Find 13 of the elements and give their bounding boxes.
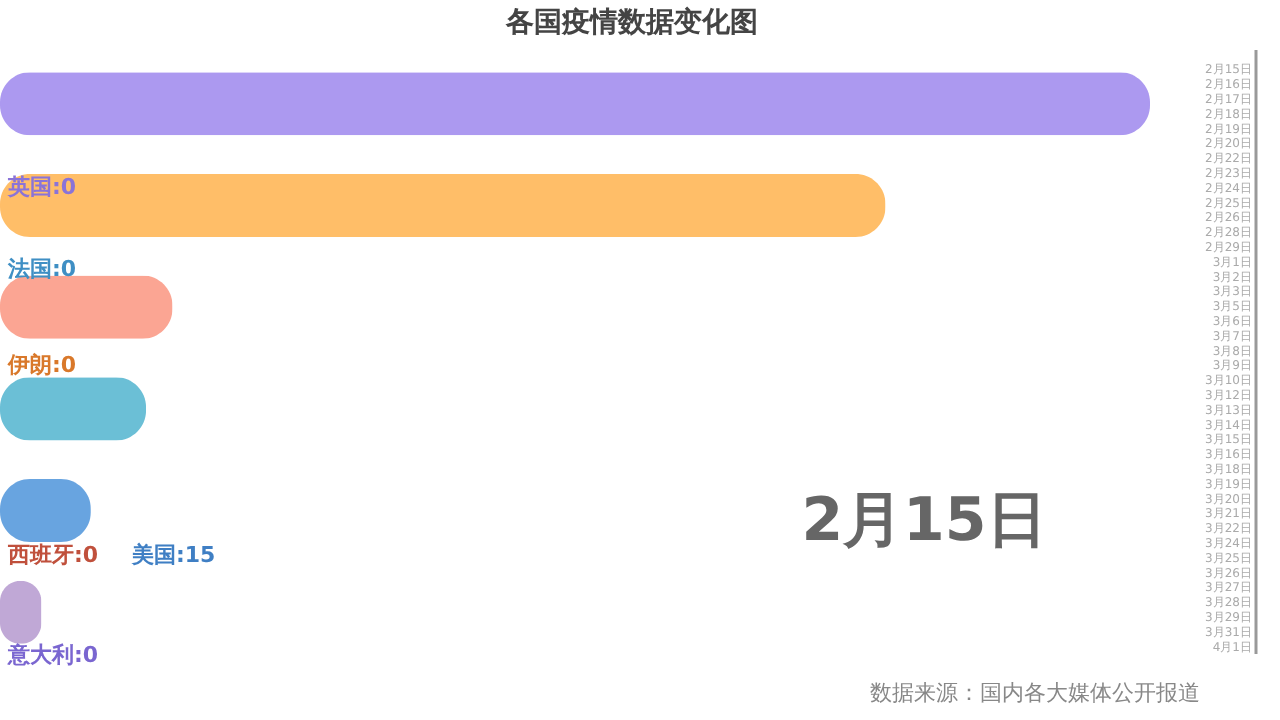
- annotation: 美国:15: [130, 542, 216, 568]
- annotation: 法国:0: [6, 256, 77, 282]
- annotation: 2月15日: [801, 486, 1047, 556]
- bar: [0, 275, 173, 339]
- annotation: 数据来源：国内各大媒体公开报道: [870, 680, 1200, 706]
- bar: [0, 173, 886, 237]
- annotation: 伊朗:0: [6, 352, 77, 378]
- annotation: 西班牙:0: [6, 542, 99, 568]
- chart-title: 各国疫情数据变化图: [504, 4, 758, 39]
- bar: [0, 377, 147, 441]
- annotation: 英国:0: [6, 174, 77, 200]
- bar: [0, 72, 1150, 136]
- annotation: 意大利:0: [6, 642, 99, 668]
